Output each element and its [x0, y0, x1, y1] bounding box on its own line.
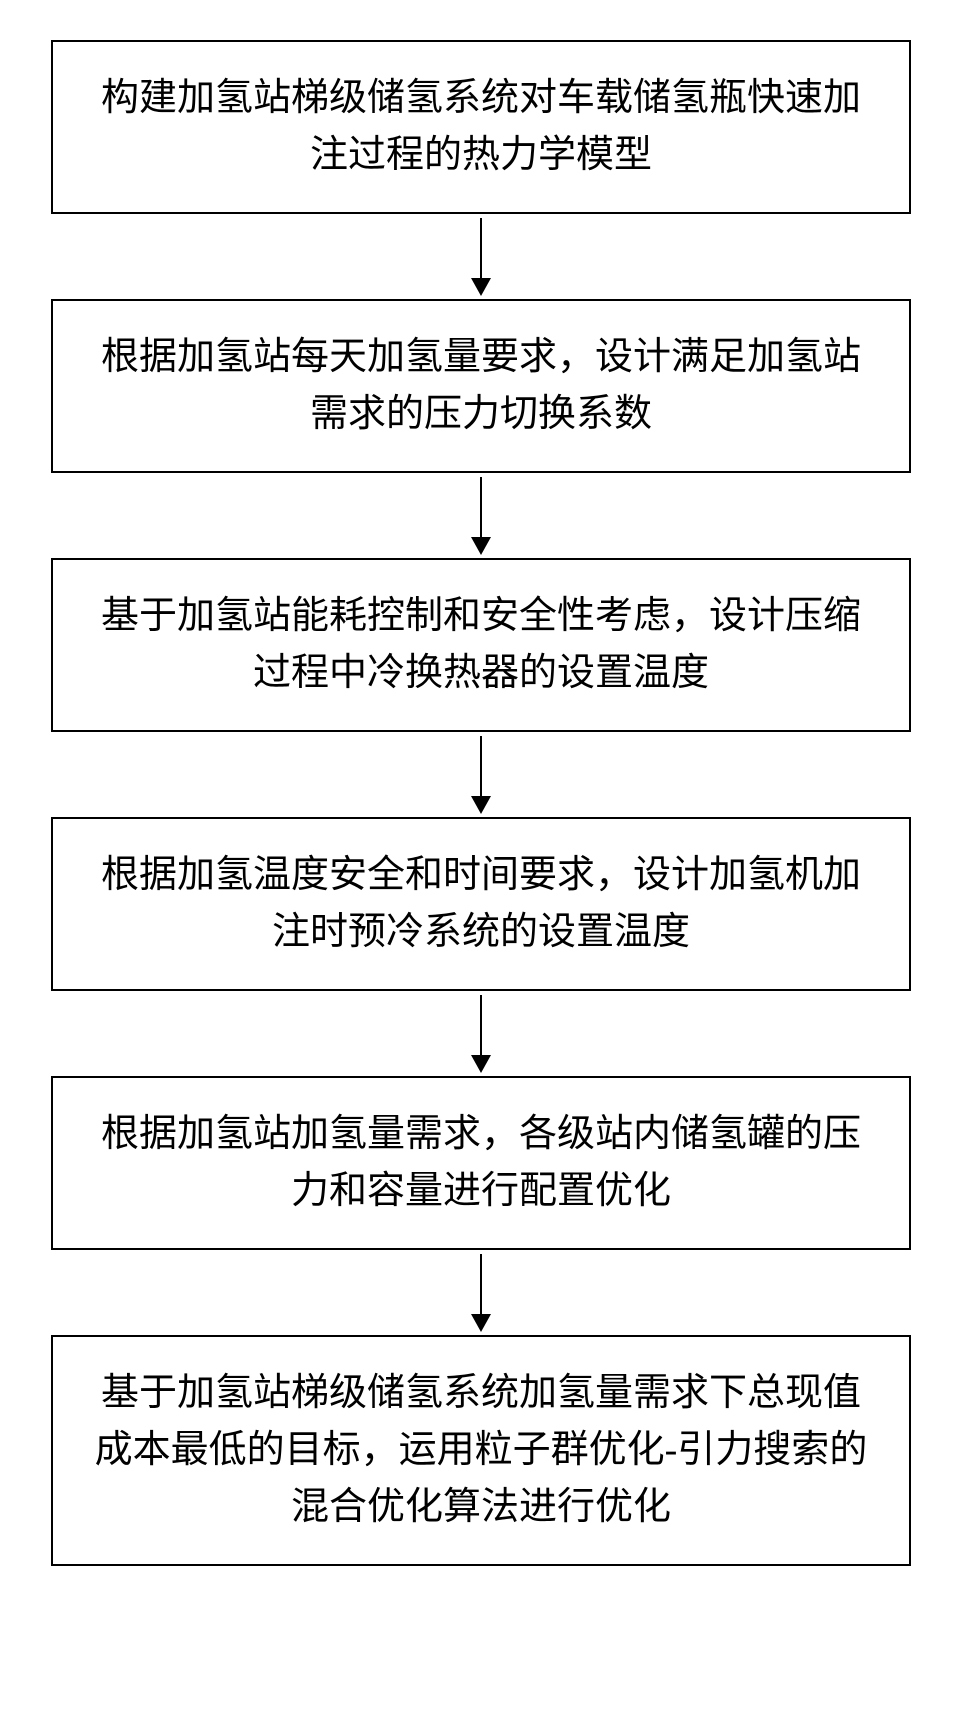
flowchart-step-1: 构建加氢站梯级储氢系统对车载储氢瓶快速加注过程的热力学模型	[51, 40, 911, 214]
flowchart-step-4: 根据加氢温度安全和时间要求，设计加氢机加注时预冷系统的设置温度	[51, 817, 911, 991]
arrow-2-3	[471, 473, 491, 558]
step-text: 根据加氢温度安全和时间要求，设计加氢机加注时预冷系统的设置温度	[93, 847, 869, 961]
arrow-head-icon	[471, 1314, 491, 1332]
flowchart-step-2: 根据加氢站每天加氢量要求，设计满足加氢站需求的压力切换系数	[51, 299, 911, 473]
flowchart-step-6: 基于加氢站梯级储氢系统加氢量需求下总现值成本最低的目标，运用粒子群优化-引力搜索…	[51, 1335, 911, 1566]
arrow-line	[480, 736, 482, 796]
flowchart-step-5: 根据加氢站加氢量需求，各级站内储氢罐的压力和容量进行配置优化	[51, 1076, 911, 1250]
arrow-head-icon	[471, 796, 491, 814]
flowchart-step-3: 基于加氢站能耗控制和安全性考虑，设计压缩过程中冷换热器的设置温度	[51, 558, 911, 732]
arrow-line	[480, 477, 482, 537]
arrow-5-6	[471, 1250, 491, 1335]
step-text: 根据加氢站加氢量需求，各级站内储氢罐的压力和容量进行配置优化	[93, 1106, 869, 1220]
arrow-head-icon	[471, 278, 491, 296]
step-text: 构建加氢站梯级储氢系统对车载储氢瓶快速加注过程的热力学模型	[93, 70, 869, 184]
arrow-1-2	[471, 214, 491, 299]
arrow-head-icon	[471, 1055, 491, 1073]
flowchart-container: 构建加氢站梯级储氢系统对车载储氢瓶快速加注过程的热力学模型 根据加氢站每天加氢量…	[0, 0, 962, 1606]
arrow-4-5	[471, 991, 491, 1076]
arrow-head-icon	[471, 537, 491, 555]
arrow-3-4	[471, 732, 491, 817]
step-text: 基于加氢站梯级储氢系统加氢量需求下总现值成本最低的目标，运用粒子群优化-引力搜索…	[93, 1365, 869, 1536]
arrow-line	[480, 995, 482, 1055]
step-text: 根据加氢站每天加氢量要求，设计满足加氢站需求的压力切换系数	[93, 329, 869, 443]
step-text: 基于加氢站能耗控制和安全性考虑，设计压缩过程中冷换热器的设置温度	[93, 588, 869, 702]
arrow-line	[480, 218, 482, 278]
arrow-line	[480, 1254, 482, 1314]
